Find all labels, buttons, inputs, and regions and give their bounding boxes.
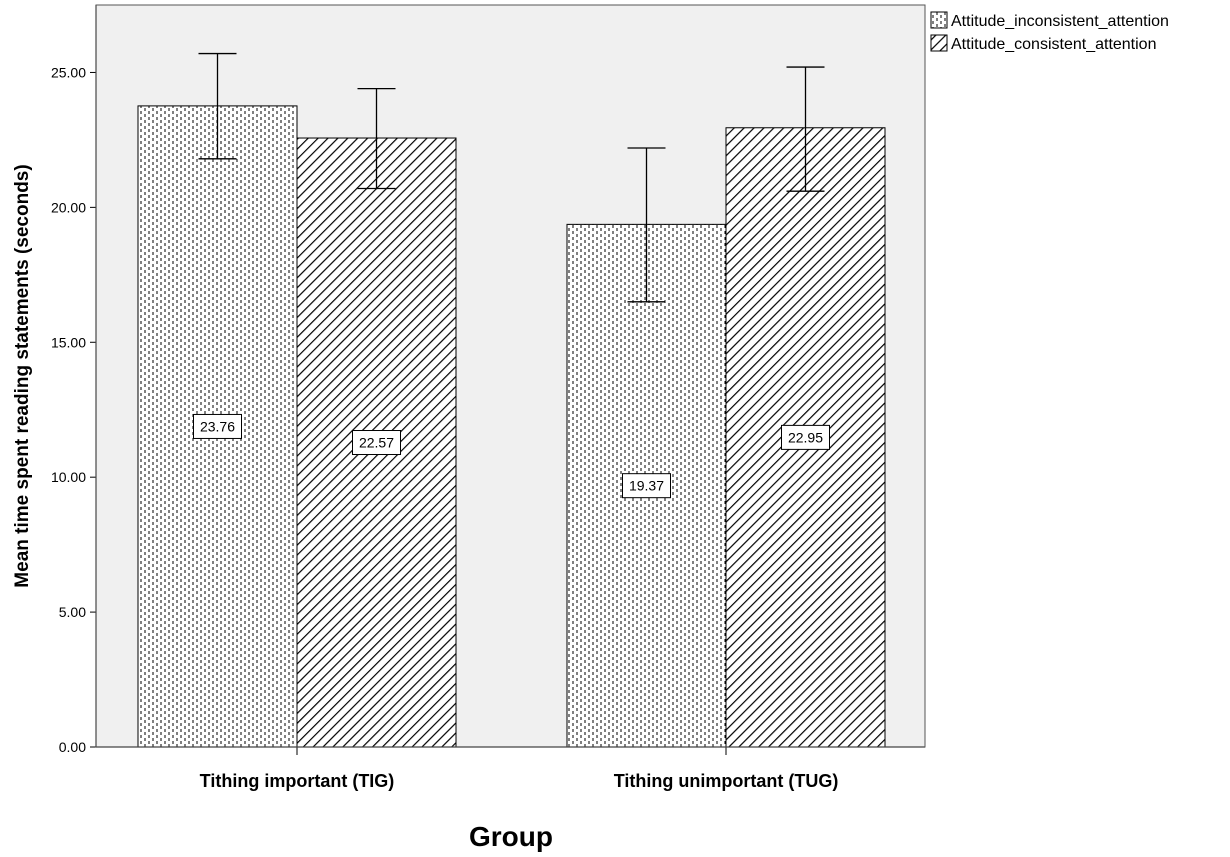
x-tick-label: Tithing important (TIG) xyxy=(200,771,395,791)
x-tick-label: Tithing unimportant (TUG) xyxy=(614,771,839,791)
y-tick-label: 5.00 xyxy=(59,604,86,620)
legend-entry: Attitude_inconsistent_attention xyxy=(951,13,1169,30)
bars: 23.76 19.37 22.57 22.95 xyxy=(137,52,886,748)
data-label: 19.37 xyxy=(629,478,664,494)
x-axis: Tithing important (TIG) Tithing unimporta… xyxy=(96,746,925,791)
y-tick-label: 25.00 xyxy=(51,64,86,80)
data-label-box xyxy=(193,413,242,439)
data-label: 22.57 xyxy=(359,435,394,451)
legend-swatch xyxy=(930,11,948,29)
y-tick-label: 0.00 xyxy=(59,739,86,755)
data-label-box xyxy=(352,430,401,456)
data-label: 22.95 xyxy=(788,429,823,445)
y-tick-label: 10.00 xyxy=(51,469,86,485)
x-axis-title: Group xyxy=(469,821,553,852)
data-label-box xyxy=(781,424,830,450)
y-tick-label: 20.00 xyxy=(51,199,86,215)
plot-frame xyxy=(95,4,926,748)
y-tick-label: 15.00 xyxy=(51,334,86,350)
data-label-box xyxy=(622,473,671,499)
legend: Attitude_inconsistent_attention Attitude_… xyxy=(930,11,1169,53)
data-label: 23.76 xyxy=(200,418,235,434)
y-axis: 0.00 5.00 10.00 15.00 20.00 25.00 xyxy=(51,5,97,755)
y-axis-title: Mean time spent reading statements (seco… xyxy=(12,164,33,587)
legend-entry: Attitude_consistent_attention xyxy=(951,36,1156,53)
legend-swatch xyxy=(930,34,948,52)
